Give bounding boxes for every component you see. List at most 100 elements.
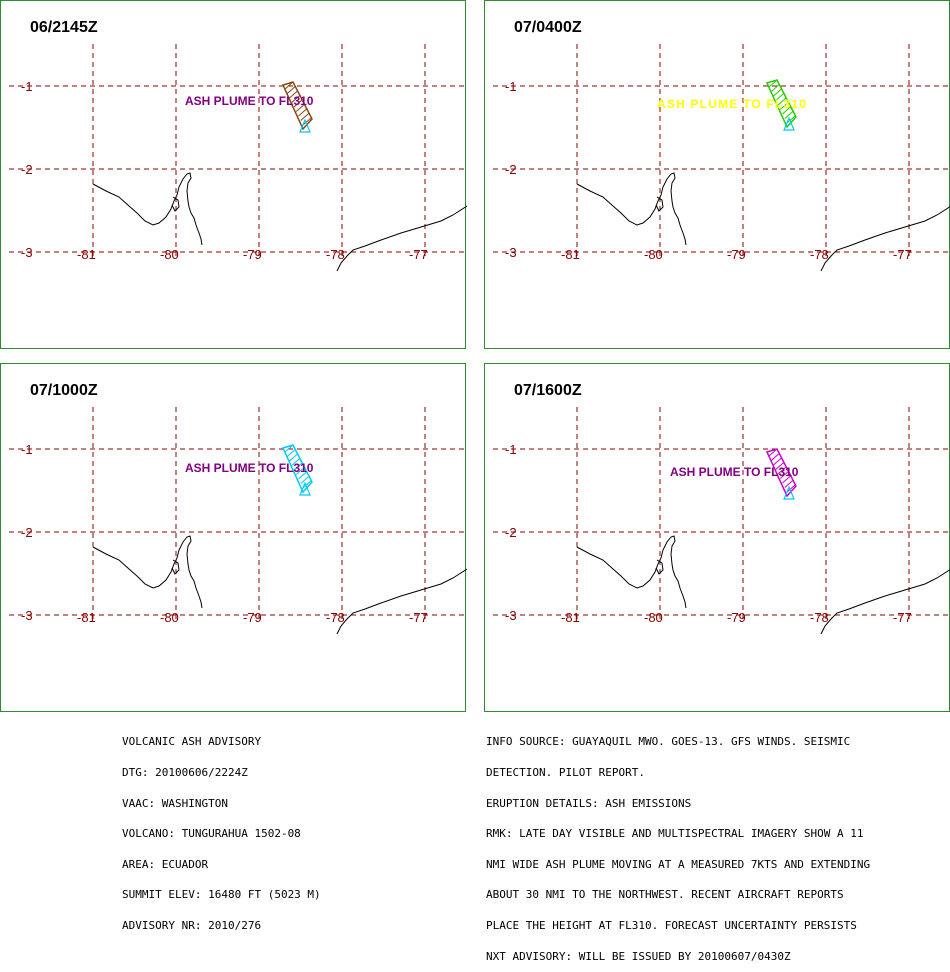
coastline — [92, 535, 203, 609]
coastline — [336, 568, 467, 635]
hatch-line — [784, 480, 794, 488]
latitude-tick-label: -1 — [21, 442, 33, 457]
longitude-tick-label: -77 — [893, 610, 912, 625]
ash-plume-hatch — [768, 79, 796, 124]
hatch-line — [770, 84, 780, 92]
hatch-line — [775, 93, 785, 101]
latitude-tick-label: -2 — [21, 162, 33, 177]
ash-plume-outline — [281, 444, 313, 494]
hatch-line — [775, 462, 785, 470]
hatch-line — [779, 471, 789, 479]
volcano-marker-icon — [783, 116, 795, 131]
advisory-line: AREA: ECUADOR — [122, 857, 209, 871]
volcano-marker-icon — [299, 118, 311, 133]
ash-plume-label: ASH PLUME TO FL310 — [670, 465, 799, 479]
advisory-line: PLACE THE HEIGHT AT FL310. FORECAST UNCE… — [486, 919, 857, 933]
hatch-line — [782, 475, 791, 484]
hatch-line — [286, 86, 296, 94]
map-panel-3: -1 -2 -3 -81 -80 -79 -78 -77 ASH PLUME TO FL310 … — [0, 363, 467, 712]
island-outline — [171, 559, 180, 575]
longitude-tick-label: -78 — [810, 247, 829, 262]
advisory-line: VOLCANIC ASH ADVISORY — [122, 735, 262, 749]
hatch-line — [773, 457, 782, 466]
coastline — [820, 569, 950, 635]
island-outline — [171, 196, 180, 212]
latitude-tick-label: -3 — [505, 608, 517, 623]
longitude-tick-label: -80 — [644, 247, 663, 262]
hatch-line — [295, 104, 305, 112]
longitude-tick-label: -78 — [326, 610, 345, 625]
hatch-line — [768, 79, 778, 88]
coastline — [336, 205, 467, 272]
ash-plume-hatch — [768, 448, 796, 493]
longitude-tick-label: -79 — [727, 247, 746, 262]
hatch-line — [770, 453, 780, 461]
hatch-line — [289, 90, 298, 99]
advisory-line: VOLCANO: TUNGURAHUA 1502-08 — [122, 827, 301, 841]
panel-time-title: 07/0400Z — [514, 19, 582, 36]
advisory-details-block: INFO SOURCE: GUAYAQUIL MWO. GOES-13. GFS… — [486, 717, 870, 972]
hatch-line — [768, 448, 778, 457]
hatch-line — [786, 484, 796, 493]
longitude-tick-label: -80 — [160, 610, 179, 625]
map-panel-1: -1 -2 -3 -81 -80 -79 -78 -77 ASH PLUME TO FL310 … — [0, 0, 467, 349]
island-outline — [655, 559, 664, 575]
volcano-marker-icon — [783, 485, 795, 500]
ash-plume-outline — [765, 79, 797, 129]
hatch-line — [289, 453, 298, 462]
hatch-line — [291, 95, 301, 103]
longitude-tick-label: -79 — [727, 610, 746, 625]
longitude-tick-label: -77 — [409, 247, 428, 262]
volcano-marker-icon — [299, 481, 311, 496]
advisory-line: NMI WIDE ASH PLUME MOVING AT A MEASURED … — [486, 857, 871, 871]
latitude-tick-label: -1 — [505, 442, 517, 457]
longitude-tick-label: -81 — [561, 610, 580, 625]
advisory-line: ADVISORY NR: 2010/276 — [122, 919, 262, 933]
advisory-header-block: VOLCANIC ASH ADVISORY DTG: 20100606/2224… — [122, 717, 321, 941]
hatch-line — [284, 444, 294, 453]
hatch-line — [782, 106, 791, 115]
hatch-line — [786, 115, 796, 124]
hatch-line — [298, 471, 307, 480]
hatch-line — [291, 458, 301, 466]
advisory-line: DTG: 20100606/2224Z — [122, 766, 248, 780]
hatch-line — [777, 466, 787, 475]
coastline — [92, 172, 203, 246]
coastline — [576, 172, 687, 246]
hatch-line — [284, 81, 294, 90]
longitude-tick-label: -80 — [160, 247, 179, 262]
longitude-tick-label: -81 — [561, 247, 580, 262]
hatch-line — [300, 476, 310, 484]
map-canvas: -1 -2 -3 -81 -80 -79 -78 -77 ASH PLUME TO FL310 — [9, 44, 467, 272]
latitude-tick-label: -1 — [505, 79, 517, 94]
latitude-tick-label: -2 — [21, 525, 33, 540]
ash-plume-hatch — [284, 81, 312, 126]
longitude-tick-label: -81 — [77, 610, 96, 625]
latitude-tick-label: -2 — [505, 525, 517, 540]
hatch-line — [302, 480, 312, 489]
longitude-tick-label: -77 — [409, 610, 428, 625]
hatch-line — [300, 113, 310, 121]
ash-plume-outline — [765, 448, 797, 498]
latitude-tick-label: -3 — [21, 608, 33, 623]
hatch-line — [293, 99, 303, 108]
panel-time-title: 06/2145Z — [30, 19, 98, 36]
longitude-tick-label: -78 — [810, 610, 829, 625]
map-canvas: -1 -2 -3 -81 -80 -79 -78 -77 ASH PLUME TO FL310 — [493, 44, 950, 272]
map-canvas: -1 -2 -3 -81 -80 -79 -78 -77 ASH PLUME TO FL310 — [9, 407, 467, 635]
advisory-line: DETECTION. PILOT REPORT. — [486, 766, 645, 780]
longitude-tick-label: -79 — [243, 610, 262, 625]
advisory-line: ERUPTION DETAILS: ASH EMISSIONS — [486, 796, 692, 810]
ash-plume-label: ASH PLUME TO FL310 — [185, 94, 314, 108]
ash-plume-hatch — [284, 444, 312, 489]
coastline — [576, 535, 687, 609]
hatch-line — [773, 88, 782, 97]
hatch-line — [295, 467, 305, 475]
latitude-tick-label: -3 — [21, 245, 33, 260]
ash-plume-label: ASH PLUME TO FL310 — [185, 461, 314, 475]
ash-plume-outline — [281, 81, 313, 131]
hatch-line — [298, 108, 307, 117]
hatch-line — [302, 117, 312, 126]
longitude-tick-label: -80 — [644, 610, 663, 625]
longitude-tick-label: -77 — [893, 247, 912, 262]
